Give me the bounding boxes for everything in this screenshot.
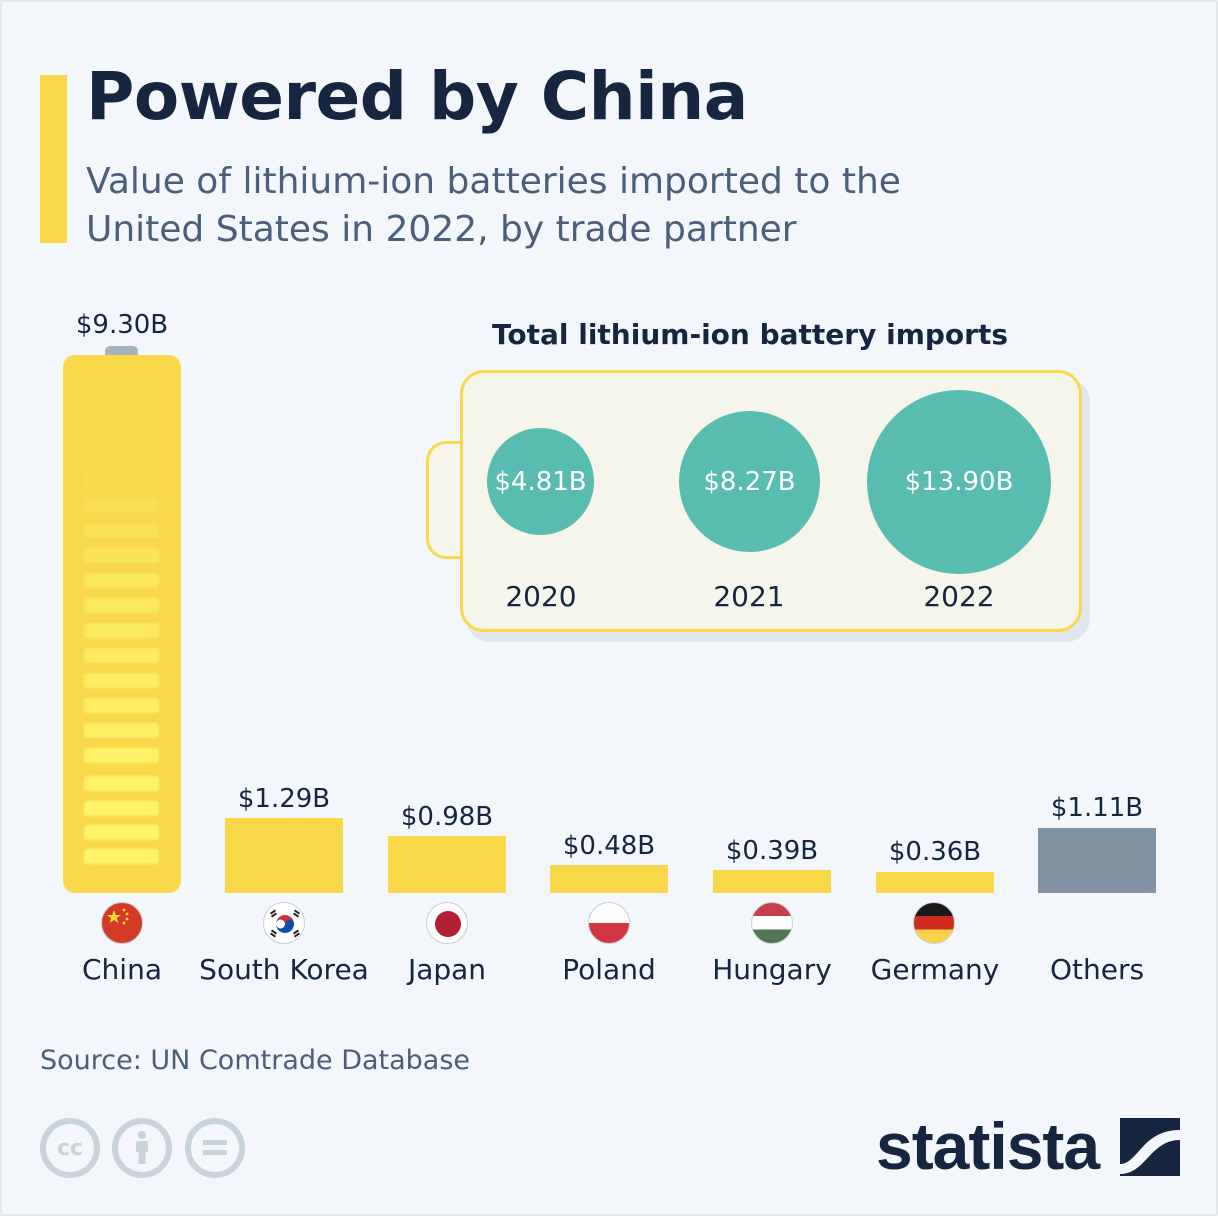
year-label-2022: 2022	[923, 580, 995, 613]
category-label-south-korea: South Korea	[199, 953, 369, 986]
china-flag-icon	[101, 902, 143, 944]
attribution-icon[interactable]	[112, 1118, 172, 1178]
page-title: Powered by China	[86, 58, 748, 135]
category-label-japan: Japan	[407, 953, 487, 986]
bubble-value-2022: $13.90B	[904, 467, 1014, 497]
category-label-poland: Poland	[562, 953, 656, 986]
south-korea-flag-icon	[263, 902, 305, 944]
inset-battery-terminal	[426, 441, 466, 559]
bubble-2020: $4.81B	[487, 428, 594, 535]
source-note: Source: UN Comtrade Database	[40, 1045, 471, 1076]
bar-value-japan: $0.98B	[400, 802, 494, 832]
bar-south-korea	[225, 818, 343, 893]
bar-value-others: $1.11B	[1050, 793, 1144, 823]
bar-value-poland: $0.48B	[562, 831, 656, 861]
germany-flag-icon	[913, 902, 955, 944]
bar-japan	[388, 836, 506, 893]
bar-value-south-korea: $1.29B	[237, 784, 331, 814]
category-label-hungary: Hungary	[712, 953, 832, 986]
battery-cap-icon	[105, 346, 138, 356]
bar-poland	[550, 865, 668, 893]
statista-logo-mark-icon	[1120, 1118, 1180, 1176]
no-derivatives-icon[interactable]	[185, 1118, 245, 1178]
bar-value-hungary: $0.39B	[725, 836, 819, 866]
category-label-germany: Germany	[870, 953, 1000, 986]
bar-others	[1038, 828, 1156, 893]
bubble-2022: $13.90B	[867, 390, 1051, 574]
bar-germany	[876, 872, 994, 893]
bubble-value-2020: $4.81B	[494, 466, 587, 497]
category-label-china: China	[82, 953, 162, 986]
inset-title: Total lithium-ion battery imports	[491, 318, 1009, 351]
category-label-others: Others	[1049, 953, 1145, 986]
bubble-value-2021: $8.27B	[703, 466, 796, 497]
bar-value-china: $9.30B	[75, 310, 169, 340]
statista-logo[interactable]: statista	[876, 1109, 1100, 1183]
bar-china	[63, 355, 181, 893]
hungary-flag-icon	[751, 902, 793, 944]
bar-hungary	[713, 870, 831, 893]
bubble-2021: $8.27B	[679, 411, 820, 552]
japan-flag-icon	[426, 902, 468, 944]
cc-icon[interactable]: cc	[40, 1118, 100, 1178]
poland-flag-icon	[588, 902, 630, 944]
year-label-2020: 2020	[505, 580, 577, 613]
year-label-2021: 2021	[713, 580, 785, 613]
title-accent-bar	[40, 75, 67, 243]
page-subtitle: Value of lithium-ion batteries imported …	[86, 161, 901, 250]
bar-value-germany: $0.36B	[888, 837, 982, 867]
